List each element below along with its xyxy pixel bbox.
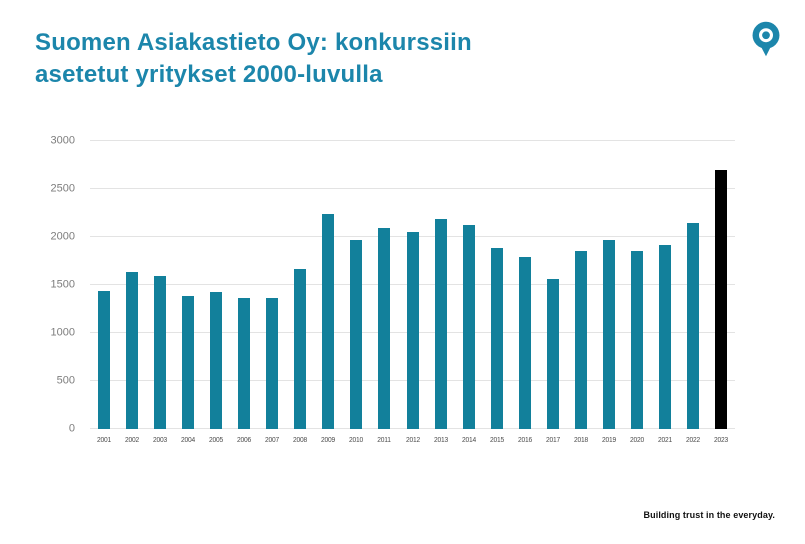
x-tick-label: 2017 <box>545 437 560 444</box>
y-tick-label: 3000 <box>50 134 75 147</box>
bar-2008 <box>294 269 307 429</box>
bar-2006 <box>238 298 251 429</box>
bar-2014 <box>462 225 475 429</box>
x-tick-label: 2020 <box>629 437 644 444</box>
gridline <box>90 140 735 141</box>
bars <box>90 141 735 429</box>
bar-slot <box>286 141 314 429</box>
x-tick-label: 2004 <box>181 437 196 444</box>
x-tick-label: 2013 <box>433 437 448 444</box>
bar-slot <box>174 141 202 429</box>
bar-slot <box>707 141 735 429</box>
bar-2013 <box>434 218 447 429</box>
bar-slot <box>595 141 623 429</box>
y-tick-label: 2500 <box>50 182 75 195</box>
bar-2018 <box>574 251 587 429</box>
x-tick-label: 2014 <box>461 437 476 444</box>
bar-slot <box>90 141 118 429</box>
location-pin-icon <box>752 21 780 57</box>
y-tick-label: 500 <box>56 374 75 387</box>
x-tick-label: 2009 <box>321 437 336 444</box>
bar-slot <box>679 141 707 429</box>
bar-slot <box>118 141 146 429</box>
bar-slot <box>146 141 174 429</box>
x-tick-label: 2008 <box>293 437 308 444</box>
bar-2015 <box>490 247 503 429</box>
bar-slot <box>258 141 286 429</box>
bar-2020 <box>630 250 643 429</box>
x-tick-label: 2015 <box>489 437 504 444</box>
location-pin-svg <box>752 21 780 57</box>
y-tick-label: 1500 <box>50 278 75 291</box>
bar-2007 <box>266 297 279 429</box>
bar-2011 <box>378 228 391 429</box>
x-tick-label: 2003 <box>153 437 168 444</box>
brand-tagline: Building trust in the everyday. <box>643 510 775 520</box>
bar-slot <box>314 141 342 429</box>
bar-slot <box>455 141 483 429</box>
bar-slot <box>370 141 398 429</box>
x-tick-label: 2023 <box>714 437 729 444</box>
x-tick-label: 2002 <box>125 437 140 444</box>
x-tick-label: 2019 <box>601 437 616 444</box>
bar-2005 <box>210 291 223 429</box>
y-axis-labels: 0 500 1000 1500 2000 2500 3000 <box>38 135 75 434</box>
page-title: Suomen Asiakastieto Oy: konkurssiin aset… <box>35 27 595 91</box>
y-tick-label: 2000 <box>50 230 75 243</box>
x-tick-label: 2010 <box>349 437 364 444</box>
bar-2016 <box>518 257 531 429</box>
x-tick-label: 2022 <box>685 437 701 444</box>
bar-slot <box>230 141 258 429</box>
bar-2019 <box>602 239 615 429</box>
bar-slot <box>342 141 370 429</box>
bar-slot <box>511 141 539 429</box>
x-tick-label: 2018 <box>573 437 588 444</box>
bar-slot <box>427 141 455 429</box>
y-tick-label: 1000 <box>50 326 75 339</box>
x-tick-label: 2005 <box>209 437 224 444</box>
bar-slot <box>651 141 679 429</box>
bar-slot <box>202 141 230 429</box>
bar-2002 <box>126 271 139 429</box>
x-tick-label: 2011 <box>377 437 392 444</box>
bar-2021 <box>658 244 671 429</box>
y-tick-label: 0 <box>68 422 75 435</box>
bar-2023 <box>715 169 728 429</box>
x-tick-label: 2012 <box>405 437 420 444</box>
x-tick-label: 2021 <box>657 437 672 444</box>
gridline <box>90 188 735 189</box>
page-title-line2: asetetut yritykset 2000-luvulla <box>35 61 383 88</box>
x-tick-label: 2007 <box>265 437 280 444</box>
bar-slot <box>623 141 651 429</box>
bar-2004 <box>182 295 195 429</box>
bar-2022 <box>687 223 699 429</box>
bar-2017 <box>546 279 559 429</box>
bar-2009 <box>322 214 335 429</box>
x-tick-label: 2006 <box>237 437 252 444</box>
bar-slot <box>399 141 427 429</box>
x-axis-labels: 2001 2002 2003 2004 2005 2006 2007 2008 2009 2010… <box>90 437 735 449</box>
bar-2003 <box>154 276 167 429</box>
bar-2010 <box>350 239 363 429</box>
bar-slot <box>483 141 511 429</box>
plot-area <box>90 140 735 429</box>
bar-2012 <box>406 231 419 429</box>
x-tick-label: 2001 <box>96 437 112 444</box>
bar-slot <box>539 141 567 429</box>
x-tick-label: 2016 <box>517 437 532 444</box>
bar-slot <box>567 141 595 429</box>
bar-2001 <box>98 291 111 429</box>
page-title-line1: Suomen Asiakastieto Oy: konkurssiin <box>35 29 472 56</box>
